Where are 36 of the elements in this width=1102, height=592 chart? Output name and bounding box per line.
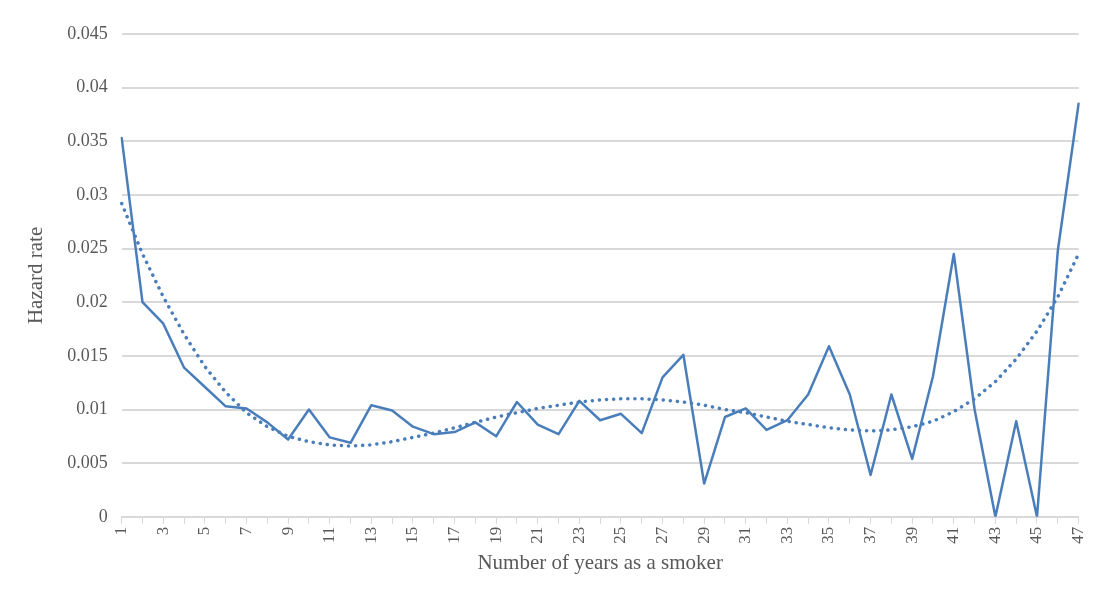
x-tick-label: 43	[984, 526, 1004, 544]
y-tick-label: 0.03	[76, 183, 108, 204]
y-axis-title: Hazard rate	[23, 226, 48, 325]
x-tick-label: 1	[111, 526, 131, 536]
y-tick-label: 0.015	[67, 344, 108, 365]
x-tick-label: 5	[194, 526, 214, 536]
x-tick-label: 7	[235, 526, 255, 536]
x-tick-label: 45	[1026, 526, 1046, 544]
y-tick-label: 0.035	[67, 130, 108, 151]
x-tick-label: 15	[402, 526, 422, 544]
x-tick-label: 13	[360, 526, 380, 544]
x-tick-label: 11	[319, 526, 339, 544]
x-tick-label: 35	[818, 526, 838, 544]
x-tick-label: 29	[693, 526, 713, 544]
y-tick-label: 0.01	[76, 398, 108, 419]
y-tick-label: 0.02	[76, 290, 108, 311]
x-tick-label: 21	[527, 526, 547, 544]
x-tick-label: 25	[610, 526, 630, 544]
x-tick-label: 3	[152, 526, 172, 536]
x-tick-label: 23	[568, 526, 588, 544]
x-axis-title: Number of years as a smoker	[477, 549, 723, 574]
x-tick-label: 27	[652, 526, 672, 544]
y-tick-label: 0.025	[67, 237, 108, 258]
y-tick-label: 0.045	[67, 22, 108, 43]
x-tick-label: 31	[735, 526, 755, 544]
x-tick-label: 33	[776, 526, 796, 544]
x-tick-label: 19	[485, 526, 505, 544]
x-tick-label: 17	[444, 526, 463, 544]
x-tick-label: 47	[1068, 526, 1088, 544]
y-tick-label: 0	[98, 505, 108, 526]
x-tick-label: 37	[860, 526, 880, 544]
y-tick-label: 0.04	[76, 76, 108, 97]
x-tick-label: 41	[943, 526, 963, 544]
x-tick-label: 39	[901, 526, 921, 544]
x-tick-label: 9	[277, 526, 297, 536]
y-tick-label: 0.005	[67, 451, 108, 472]
